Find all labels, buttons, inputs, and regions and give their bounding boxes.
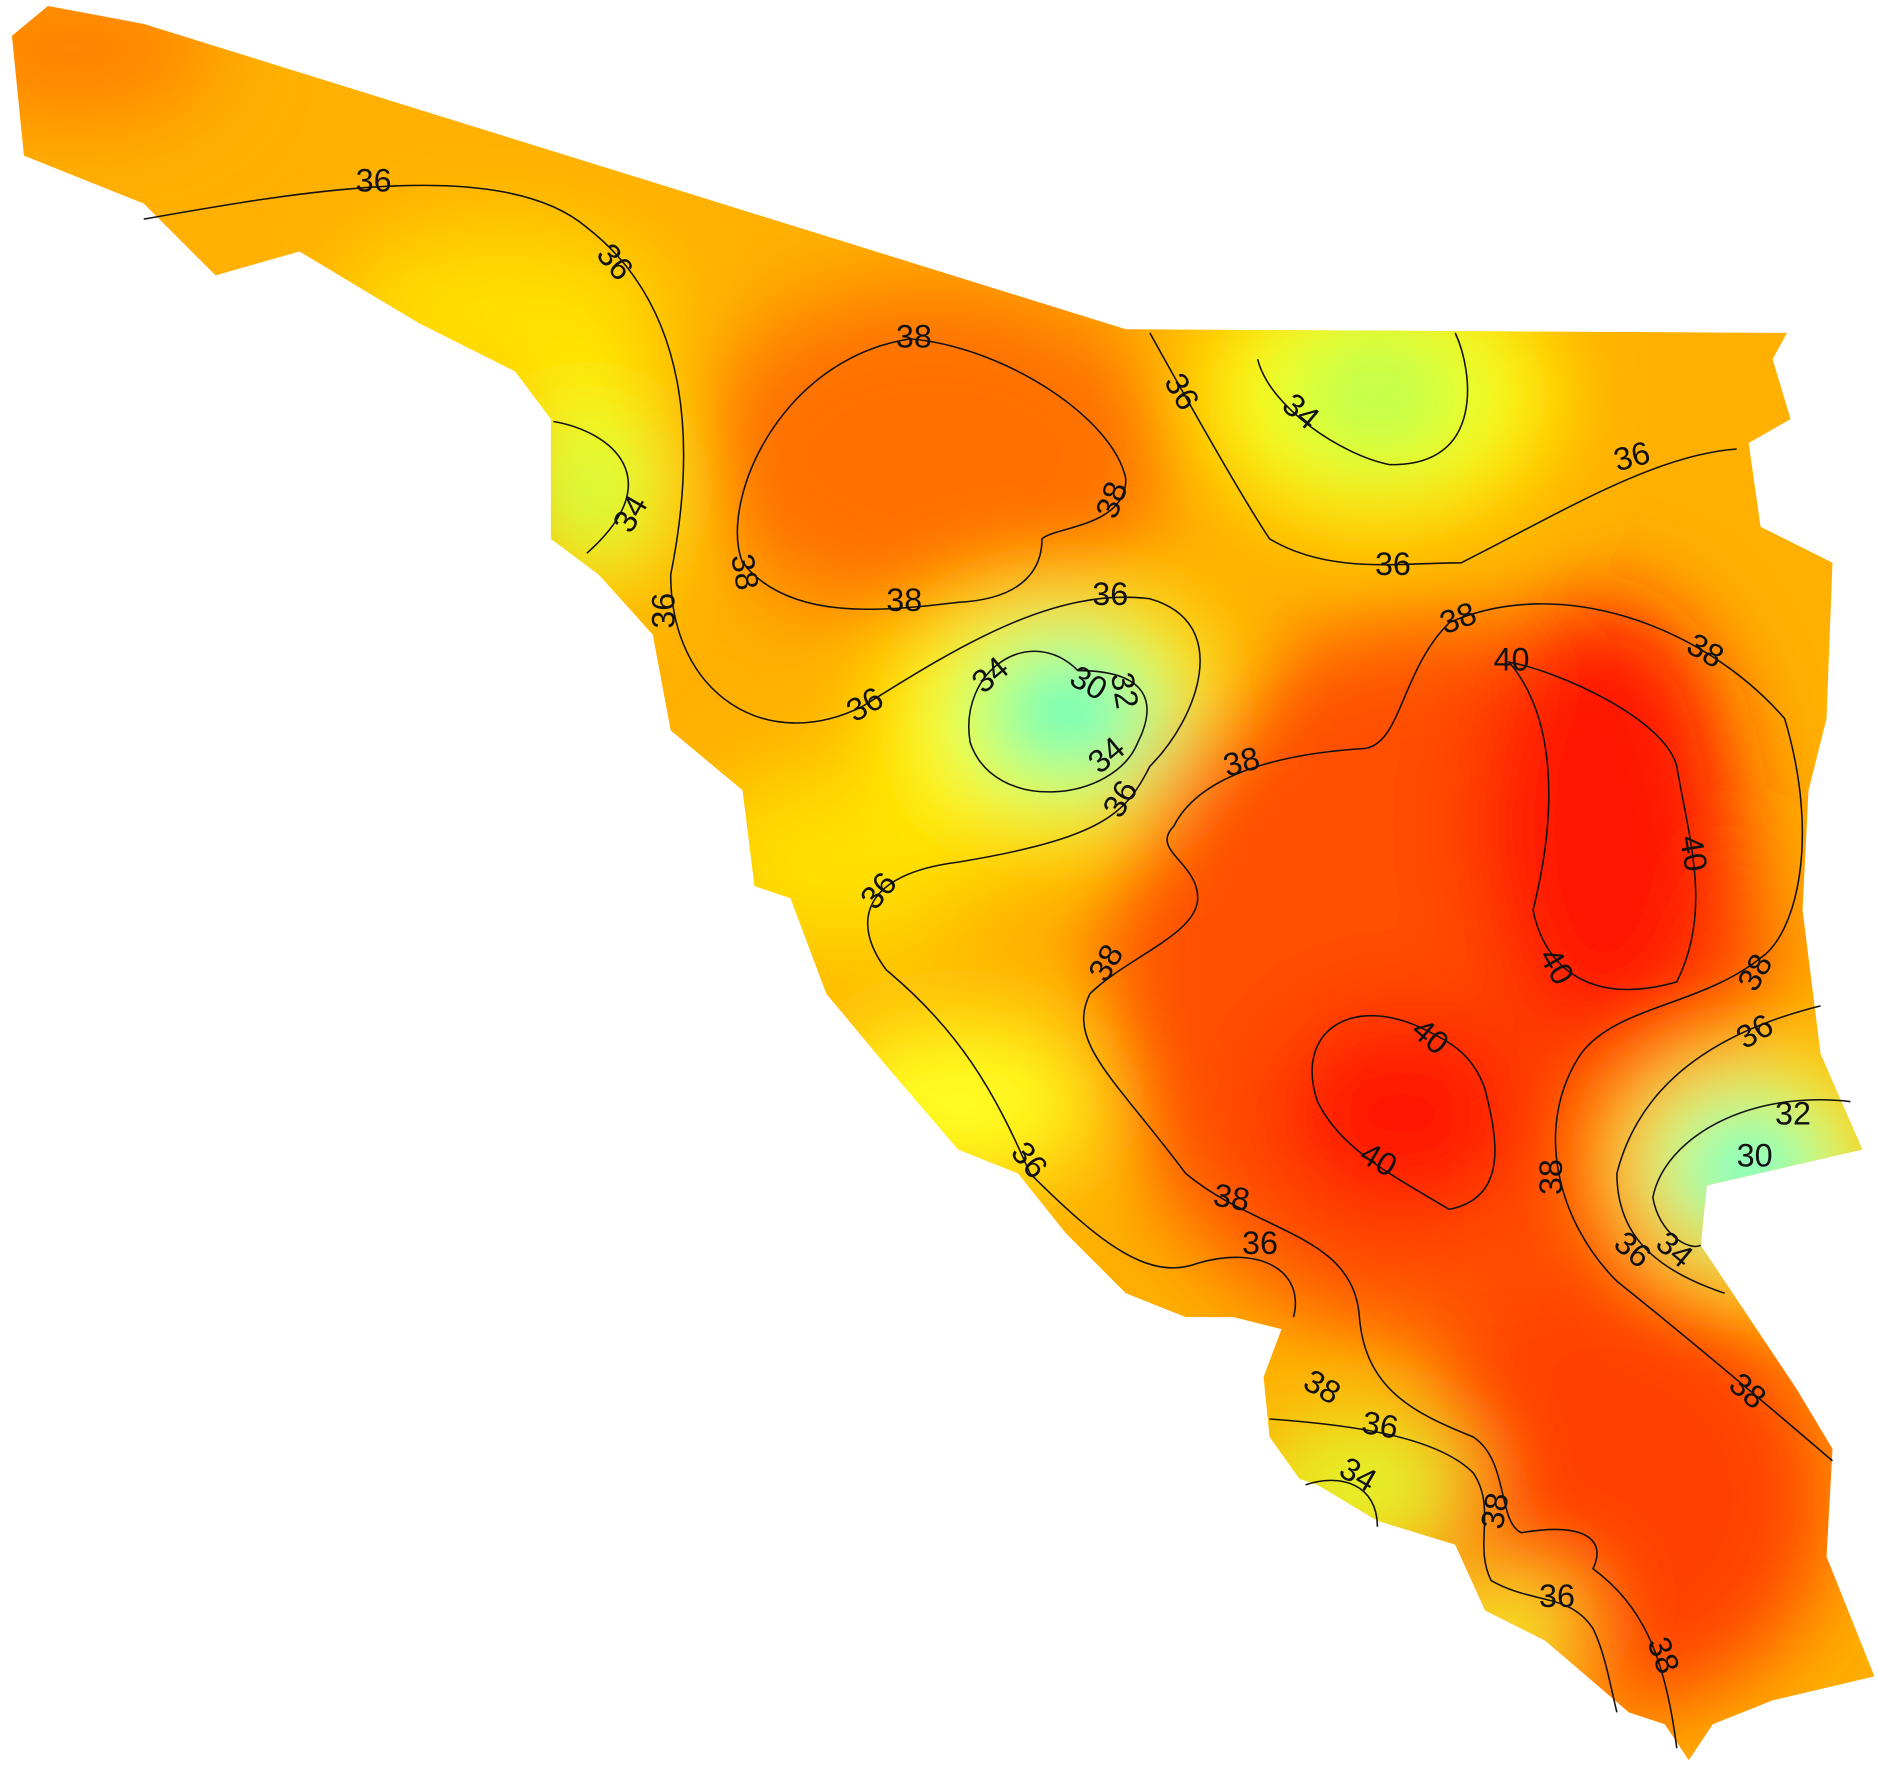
contour-label: 36 xyxy=(1092,576,1128,612)
contour-line xyxy=(1448,603,1833,1462)
contour-line xyxy=(736,338,1127,611)
contour-label: 36 xyxy=(1539,1578,1575,1614)
contour-label: 38 xyxy=(1533,1159,1569,1195)
contour-label: 38 xyxy=(1474,1490,1516,1532)
contour-line xyxy=(1256,332,1469,466)
contour-label: 36 xyxy=(1359,1404,1401,1446)
contour-line xyxy=(861,596,1297,1318)
contour-lines xyxy=(143,184,1851,1749)
contour-line xyxy=(1652,1099,1851,1248)
contour-line xyxy=(968,650,1148,793)
contour-line xyxy=(143,184,863,724)
contour-label: 38 xyxy=(724,551,766,593)
contour-line xyxy=(1269,1418,1618,1713)
contour-label: 38 xyxy=(1219,740,1263,784)
contour-line xyxy=(1616,1005,1821,1294)
contour-label: 36 xyxy=(1610,434,1654,478)
contour-label: 40 xyxy=(1673,833,1715,875)
contour-line xyxy=(553,420,630,554)
contour-label: 38 xyxy=(886,582,922,618)
contour-line xyxy=(1311,1014,1496,1211)
contour-line xyxy=(1149,332,1737,566)
contour-label: 38 xyxy=(1211,1177,1253,1219)
contour-label: 36 xyxy=(356,163,392,199)
contour-label: 32 xyxy=(1775,1096,1811,1132)
contour-label: 30 xyxy=(1737,1137,1773,1173)
contour-label: 38 xyxy=(896,318,932,354)
contour-line xyxy=(1082,622,1678,1749)
contour-label: 36 xyxy=(1242,1225,1278,1261)
contour-label: 32 xyxy=(1104,670,1146,712)
contour-line xyxy=(1305,1479,1379,1527)
contour-line xyxy=(1507,661,1697,991)
contour-label: 40 xyxy=(1494,642,1530,678)
contour-label: 36 xyxy=(645,593,681,629)
contour-label: 36 xyxy=(1375,546,1411,582)
